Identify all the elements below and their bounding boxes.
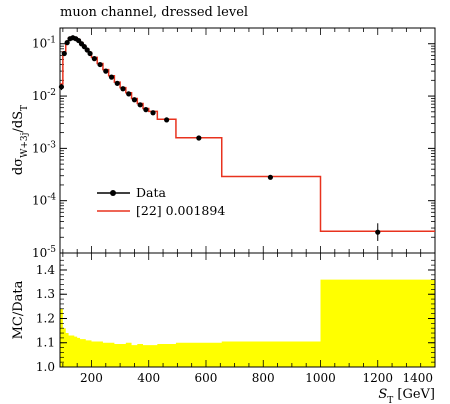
data-point	[97, 61, 103, 68]
data-point	[84, 47, 90, 53]
data-point	[267, 174, 274, 180]
ytick-label: 10-3	[32, 140, 56, 155]
model-step-line	[60, 36, 435, 233]
ytick-label: 10-2	[32, 88, 56, 103]
xtick-label: 1000	[305, 371, 336, 385]
ratio-ytick-label: 1.4	[36, 263, 55, 277]
xtick-label: 1200	[362, 371, 393, 385]
data-point	[120, 86, 126, 92]
main-panel: 10-5 10-4 10-3 10-2 10-1 dσW+3j/dST	[11, 27, 436, 260]
xtick-label: 200	[80, 371, 103, 385]
data-point	[114, 80, 120, 86]
legend-data-marker	[110, 190, 116, 196]
legend-label-data: Data	[136, 185, 166, 200]
ratio-panel: 1.0 1.1 1.2 1.3 1.4 200 400 600 800 1000 1200 1400…	[11, 252, 436, 404]
main-ylabel: dσW+3j/dST	[11, 105, 30, 175]
main-ytick-labels: 10-5 10-4 10-3 10-2 10-1	[32, 36, 56, 260]
ratio-ytick-labels: 1.0 1.1 1.2 1.3 1.4	[36, 263, 55, 374]
data-point	[375, 229, 381, 235]
xtick-label: 800	[252, 371, 275, 385]
ratio-frame	[59, 252, 436, 368]
data-point	[103, 68, 109, 74]
data-point	[64, 40, 70, 46]
plot-title: muon channel, dressed level	[60, 5, 248, 20]
ratio-band-area	[60, 279, 435, 367]
data-point	[196, 135, 202, 141]
main-frame	[59, 27, 436, 254]
legend: Data [22] 0.001894	[97, 185, 225, 218]
data-points	[58, 35, 381, 241]
xtick-label: 400	[137, 371, 160, 385]
data-point	[61, 50, 67, 57]
x-axis-label: ST [GeV]	[378, 387, 435, 404]
data-point	[58, 84, 65, 90]
ytick-label: 10-1	[32, 36, 56, 51]
ratio-ytick-label: 1.2	[36, 311, 55, 325]
data-point	[164, 117, 170, 123]
model-step-path	[60, 36, 435, 233]
xtick-label: 1400	[402, 371, 433, 385]
data-point	[137, 102, 143, 108]
ratio-ylabel: MC/Data	[11, 280, 26, 339]
data-point	[87, 50, 93, 57]
legend-label-model: [22] 0.001894	[136, 203, 225, 218]
data-point	[108, 74, 115, 80]
ratio-ytick-label: 1.0	[36, 360, 55, 374]
ytick-label: 10-5	[32, 245, 56, 260]
ratio-band	[60, 279, 435, 367]
data-point	[126, 91, 132, 97]
data-point	[150, 110, 156, 116]
data-point	[91, 56, 97, 62]
ratio-ytick-label: 1.1	[36, 336, 55, 350]
xtick-label: 600	[195, 371, 218, 385]
ytick-label: 10-4	[32, 193, 56, 208]
ratio-ticks	[60, 253, 436, 368]
main-ticks	[60, 27, 436, 254]
data-point	[143, 107, 149, 113]
data-point	[131, 97, 138, 103]
ratio-ytick-label: 1.3	[36, 287, 55, 301]
ratio-xtick-labels: 200 400 600 800 1000 1200 1400	[80, 371, 433, 385]
